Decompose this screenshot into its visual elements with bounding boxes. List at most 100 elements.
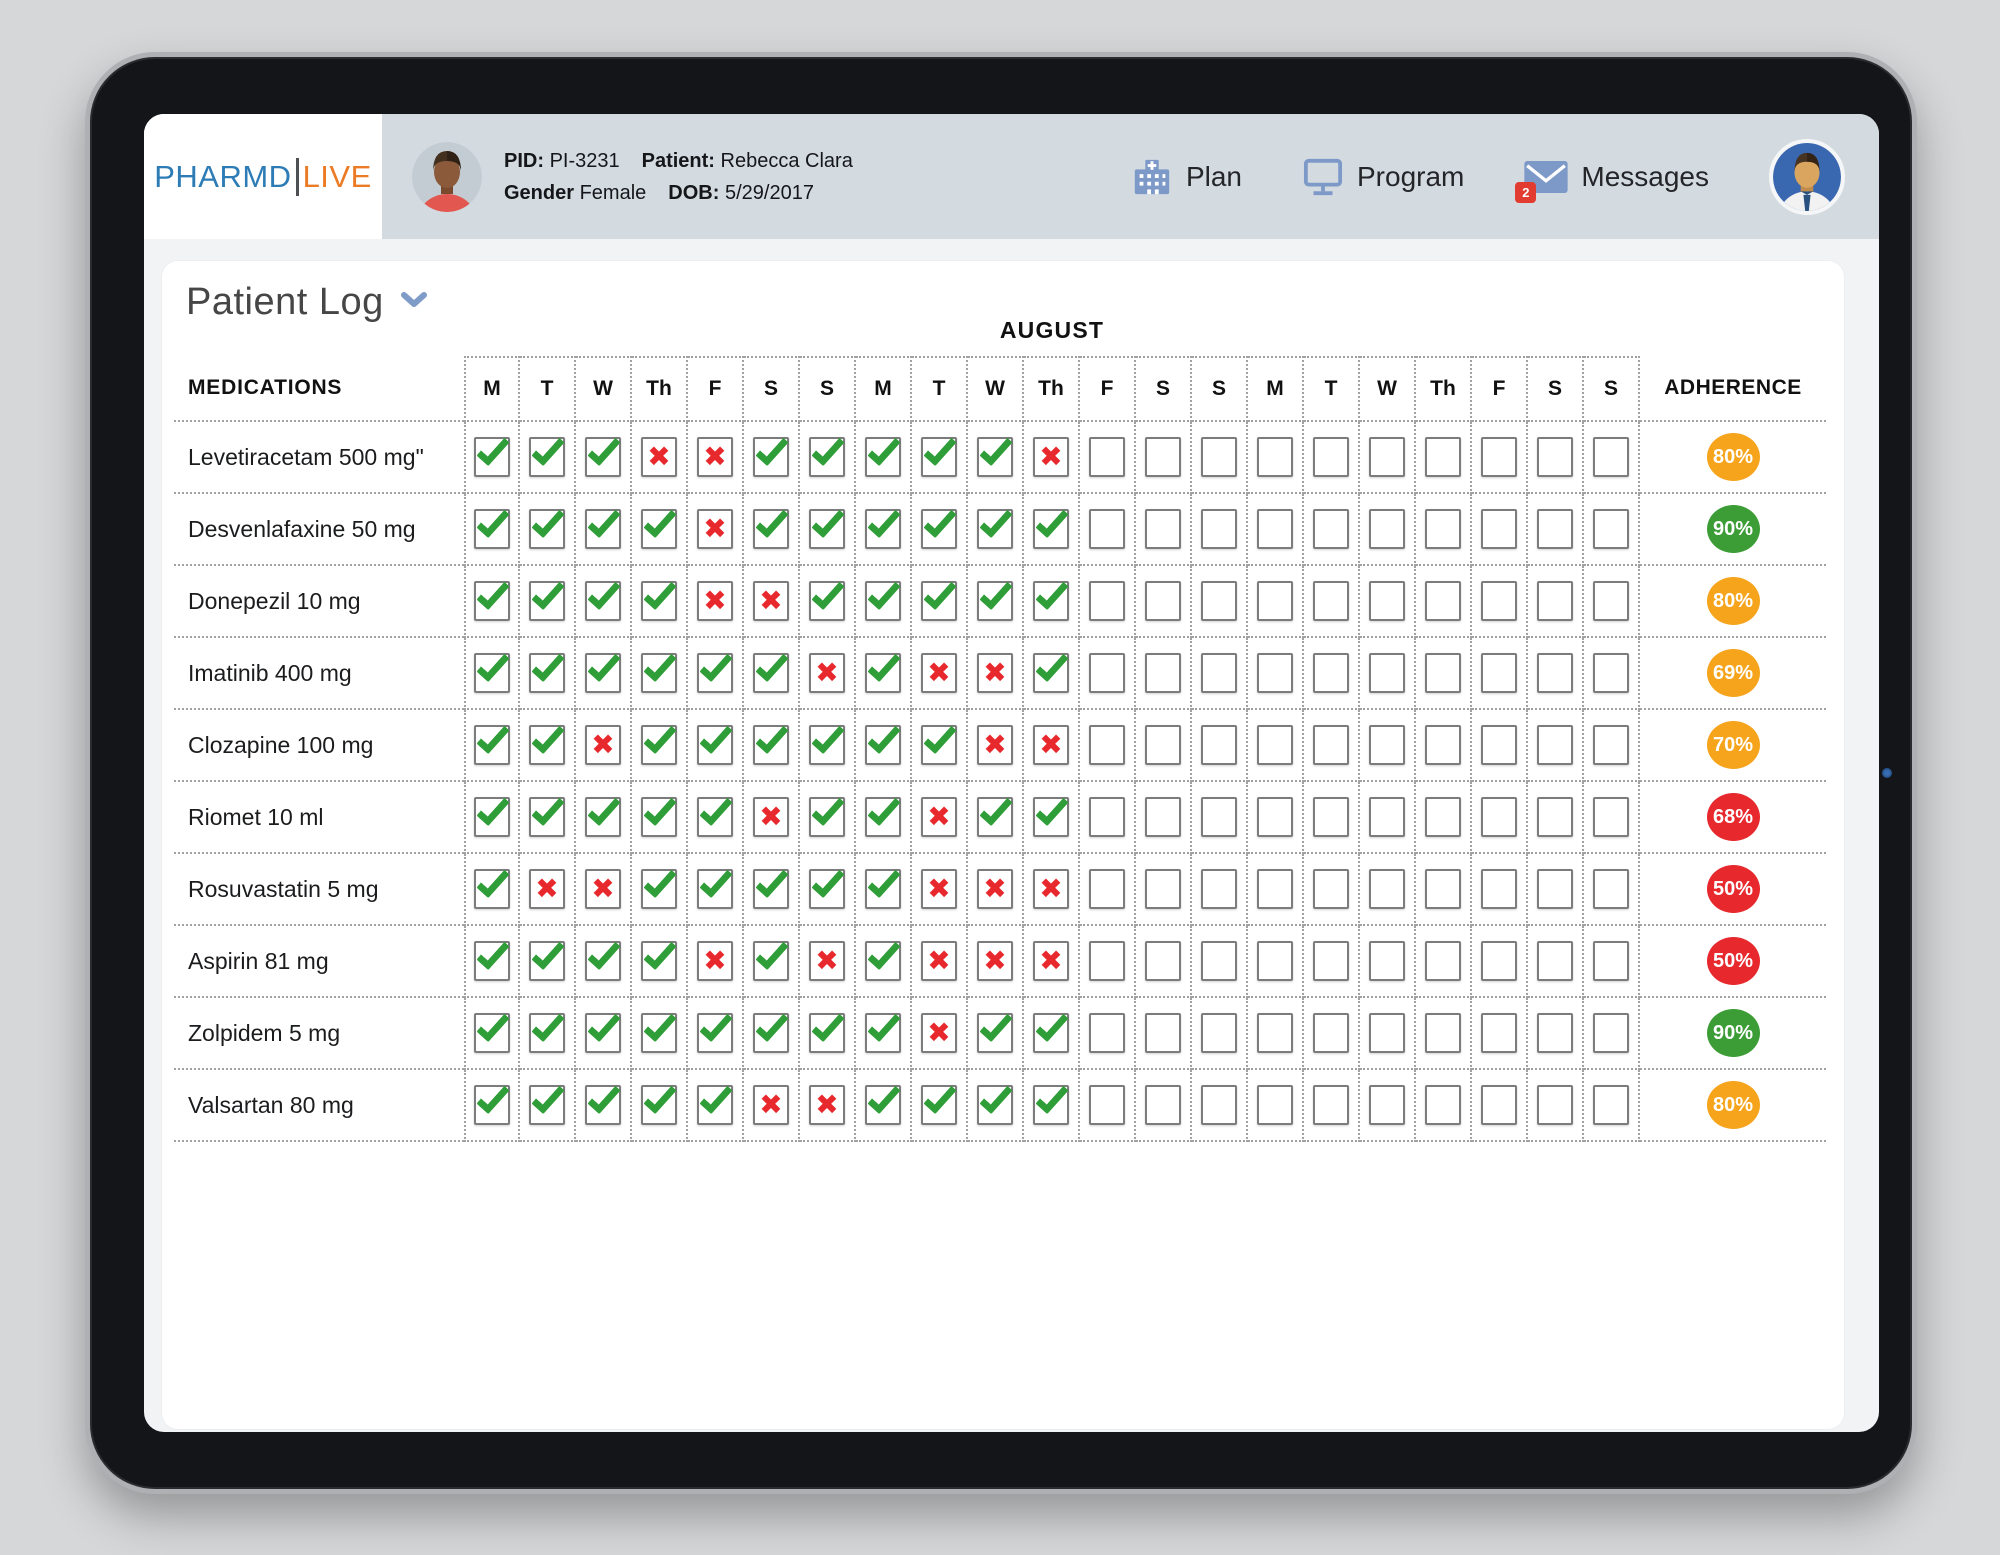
dose-checkbox[interactable]	[1313, 437, 1349, 477]
dose-checkbox[interactable]	[1201, 941, 1237, 981]
dose-checkbox[interactable]	[1481, 581, 1517, 621]
dose-checkbox[interactable]	[1313, 1085, 1349, 1125]
dose-checkbox[interactable]: ✖	[921, 797, 957, 837]
dose-checkbox[interactable]	[753, 935, 789, 981]
dose-checkbox[interactable]: ✖	[641, 437, 677, 477]
nav-plan[interactable]: Plan	[1131, 156, 1242, 198]
dose-checkbox[interactable]	[753, 719, 789, 765]
dose-checkbox[interactable]: ✖	[697, 437, 733, 477]
dose-checkbox[interactable]	[474, 575, 510, 621]
dose-checkbox[interactable]	[1537, 653, 1573, 693]
dose-checkbox[interactable]	[1593, 581, 1629, 621]
dose-checkbox[interactable]	[1033, 791, 1069, 837]
dose-checkbox[interactable]	[977, 1007, 1013, 1053]
dose-checkbox[interactable]	[1369, 1013, 1405, 1053]
dose-checkbox[interactable]	[1481, 797, 1517, 837]
dose-checkbox[interactable]: ✖	[921, 941, 957, 981]
dose-checkbox[interactable]	[865, 431, 901, 477]
dose-checkbox[interactable]	[1145, 437, 1181, 477]
dose-checkbox[interactable]	[585, 935, 621, 981]
dose-checkbox[interactable]	[809, 503, 845, 549]
dose-checkbox[interactable]	[1145, 1085, 1181, 1125]
dose-checkbox[interactable]	[1425, 509, 1461, 549]
dose-checkbox[interactable]	[641, 1079, 677, 1125]
dose-checkbox[interactable]: ✖	[529, 869, 565, 909]
dose-checkbox[interactable]	[1537, 509, 1573, 549]
dose-checkbox[interactable]: ✖	[921, 653, 957, 693]
dose-checkbox[interactable]	[1369, 869, 1405, 909]
dose-checkbox[interactable]	[1089, 437, 1125, 477]
dose-checkbox[interactable]	[1201, 509, 1237, 549]
dose-checkbox[interactable]	[1537, 869, 1573, 909]
dose-checkbox[interactable]	[1089, 725, 1125, 765]
dose-checkbox[interactable]	[529, 1079, 565, 1125]
dose-checkbox[interactable]: ✖	[585, 869, 621, 909]
dose-checkbox[interactable]	[1089, 1013, 1125, 1053]
dose-checkbox[interactable]	[1145, 725, 1181, 765]
dose-checkbox[interactable]	[1537, 1085, 1573, 1125]
dose-checkbox[interactable]	[697, 1007, 733, 1053]
dose-checkbox[interactable]	[697, 863, 733, 909]
dose-checkbox[interactable]	[753, 431, 789, 477]
dose-checkbox[interactable]	[641, 1007, 677, 1053]
dose-checkbox[interactable]	[1537, 797, 1573, 837]
dose-checkbox[interactable]	[1537, 581, 1573, 621]
dose-checkbox[interactable]	[1313, 869, 1349, 909]
dose-checkbox[interactable]: ✖	[977, 869, 1013, 909]
dose-checkbox[interactable]	[1313, 509, 1349, 549]
dose-checkbox[interactable]	[529, 935, 565, 981]
dose-checkbox[interactable]: ✖	[697, 941, 733, 981]
dose-checkbox[interactable]	[1313, 941, 1349, 981]
dose-checkbox[interactable]	[809, 791, 845, 837]
dose-checkbox[interactable]	[1313, 581, 1349, 621]
dose-checkbox[interactable]	[641, 935, 677, 981]
dose-checkbox[interactable]	[1033, 503, 1069, 549]
dose-checkbox[interactable]: ✖	[921, 869, 957, 909]
dose-checkbox[interactable]	[865, 647, 901, 693]
dose-checkbox[interactable]	[1089, 509, 1125, 549]
dose-checkbox[interactable]	[529, 503, 565, 549]
dose-checkbox[interactable]	[865, 575, 901, 621]
dose-checkbox[interactable]	[1593, 869, 1629, 909]
dose-checkbox[interactable]	[1033, 1007, 1069, 1053]
dose-checkbox[interactable]	[1481, 725, 1517, 765]
dose-checkbox[interactable]	[977, 575, 1013, 621]
dose-checkbox[interactable]	[1313, 725, 1349, 765]
dose-checkbox[interactable]	[1481, 869, 1517, 909]
user-avatar[interactable]	[1769, 138, 1845, 215]
dose-checkbox[interactable]	[641, 503, 677, 549]
dose-checkbox[interactable]	[1257, 1013, 1293, 1053]
dose-checkbox[interactable]: ✖	[809, 1085, 845, 1125]
dose-checkbox[interactable]: ✖	[697, 509, 733, 549]
nav-program[interactable]: Program	[1302, 157, 1464, 197]
dose-checkbox[interactable]	[1257, 653, 1293, 693]
dose-checkbox[interactable]	[474, 935, 510, 981]
dose-checkbox[interactable]	[474, 647, 510, 693]
dose-checkbox[interactable]	[1145, 941, 1181, 981]
dose-checkbox[interactable]	[1145, 509, 1181, 549]
dose-checkbox[interactable]	[1033, 575, 1069, 621]
dose-checkbox[interactable]: ✖	[977, 725, 1013, 765]
patient-log-dropdown[interactable]: Patient Log	[186, 281, 428, 324]
dose-checkbox[interactable]	[1369, 1085, 1405, 1125]
dose-checkbox[interactable]	[697, 647, 733, 693]
dose-checkbox[interactable]	[1201, 725, 1237, 765]
dose-checkbox[interactable]	[1313, 797, 1349, 837]
dose-checkbox[interactable]	[1257, 869, 1293, 909]
dose-checkbox[interactable]	[1481, 941, 1517, 981]
dose-checkbox[interactable]	[977, 1079, 1013, 1125]
dose-checkbox[interactable]	[921, 431, 957, 477]
dose-checkbox[interactable]	[1201, 1085, 1237, 1125]
dose-checkbox[interactable]	[474, 791, 510, 837]
dose-checkbox[interactable]	[1481, 653, 1517, 693]
dose-checkbox[interactable]	[697, 791, 733, 837]
dose-checkbox[interactable]	[753, 503, 789, 549]
dose-checkbox[interactable]	[865, 791, 901, 837]
dose-checkbox[interactable]	[585, 647, 621, 693]
dose-checkbox[interactable]	[1537, 1013, 1573, 1053]
dose-checkbox[interactable]	[585, 791, 621, 837]
dose-checkbox[interactable]	[529, 719, 565, 765]
dose-checkbox[interactable]: ✖	[585, 725, 621, 765]
dose-checkbox[interactable]	[529, 431, 565, 477]
dose-checkbox[interactable]	[641, 719, 677, 765]
